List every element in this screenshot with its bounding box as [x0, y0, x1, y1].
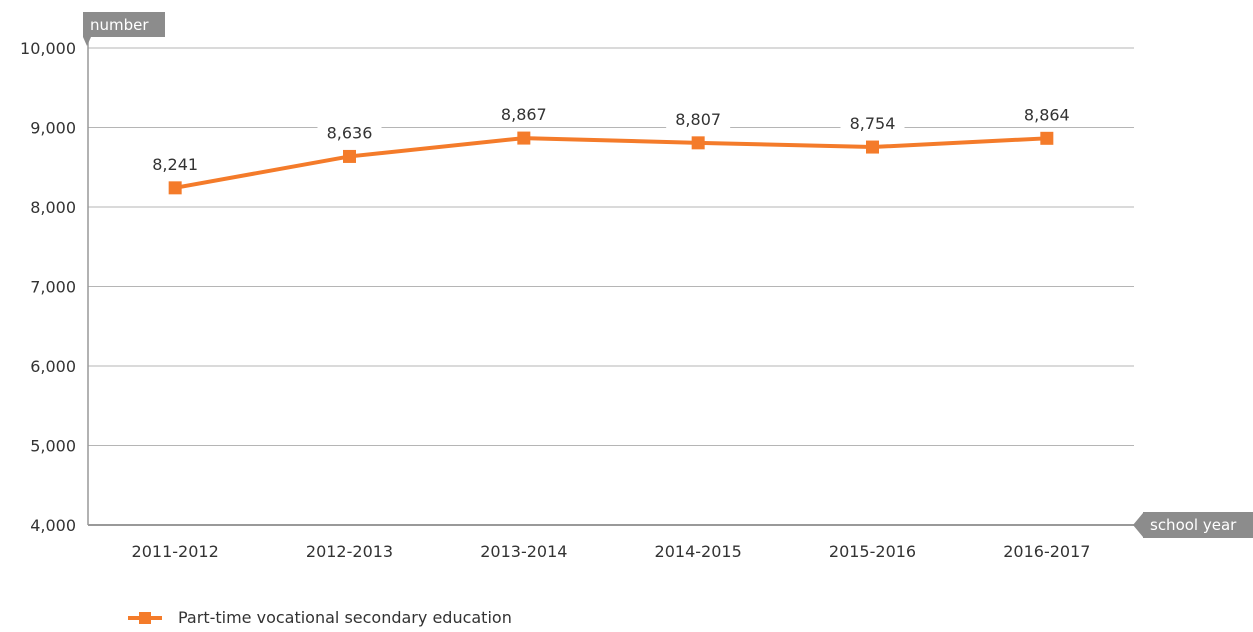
y-tick-label: 4,000 [30, 516, 76, 535]
y-tick-label: 9,000 [30, 119, 76, 138]
x-tick-label: 2012-2013 [306, 542, 393, 561]
y-tick-label: 8,000 [30, 198, 76, 217]
x-axis-unit-label: school year [1133, 512, 1253, 538]
legend-swatch [128, 611, 162, 625]
x-tick-label: 2014-2015 [655, 542, 742, 561]
data-point [1040, 132, 1053, 145]
y-axis-ticks: 4,000 5,000 6,000 7,000 8,000 9,000 10,000 [20, 39, 76, 535]
x-tick-label: 2013-2014 [480, 542, 567, 561]
legend: Part-time vocational secondary education [128, 608, 512, 627]
data-label: 8,867 [501, 105, 547, 124]
y-axis-unit-label: number [83, 12, 165, 46]
x-tick-label: 2016-2017 [1003, 542, 1090, 561]
x-tick-label: 2011-2012 [132, 542, 219, 561]
series-line [175, 138, 1047, 188]
y-tick-label: 6,000 [30, 357, 76, 376]
x-axis-ticks: 2011-2012 2012-2013 2013-2014 2014-2015 2015… [132, 542, 1091, 561]
gridlines [88, 48, 1134, 446]
x-tick-label: 2015-2016 [829, 542, 916, 561]
data-point [692, 136, 705, 149]
data-label: 8,241 [152, 155, 198, 174]
x-axis-label: school year [1150, 516, 1237, 534]
data-point [866, 141, 879, 154]
y-tick-label: 7,000 [30, 278, 76, 297]
data-point [343, 150, 356, 163]
data-label: 8,864 [1024, 105, 1070, 124]
y-tick-label: 10,000 [20, 39, 76, 58]
data-point [517, 132, 530, 145]
data-point [169, 181, 182, 194]
data-label: 8,754 [850, 114, 896, 133]
legend-label: Part-time vocational secondary education [178, 608, 512, 627]
y-tick-label: 5,000 [30, 437, 76, 456]
data-label: 8,807 [675, 110, 721, 129]
data-label: 8,636 [327, 123, 373, 142]
y-axis-label: number [90, 16, 149, 34]
series-group: 8,241 8,636 8,867 8,807 8,754 8,864 [143, 103, 1079, 194]
